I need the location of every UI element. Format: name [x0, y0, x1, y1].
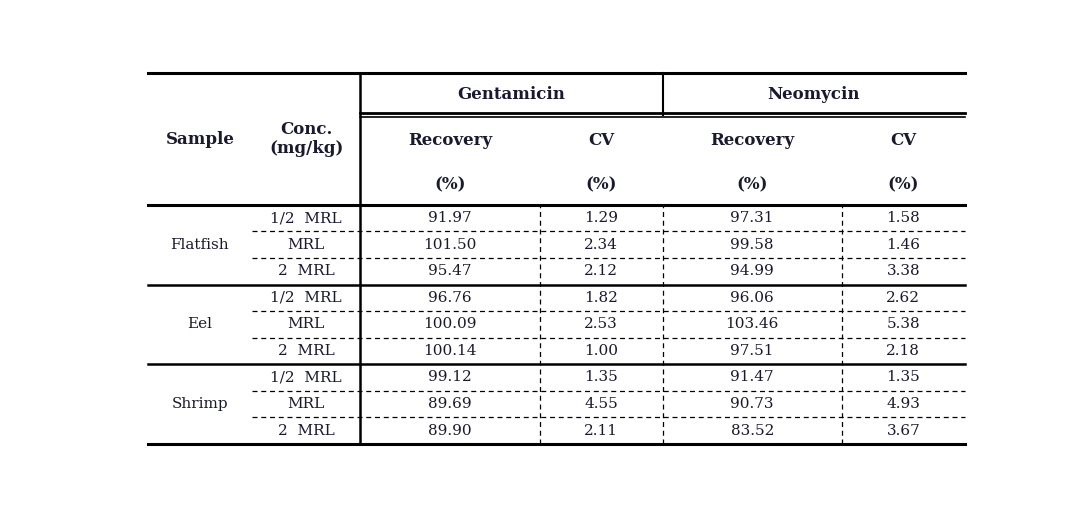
Text: 100.14: 100.14	[423, 344, 477, 358]
Text: 1.00: 1.00	[584, 344, 618, 358]
Text: CV: CV	[890, 132, 916, 149]
Text: 2.12: 2.12	[584, 264, 618, 278]
Text: 3.38: 3.38	[887, 264, 921, 278]
Text: 96.76: 96.76	[428, 291, 472, 305]
Text: 91.47: 91.47	[730, 371, 774, 385]
Text: 1/2  MRL: 1/2 MRL	[271, 291, 342, 305]
Text: 89.90: 89.90	[428, 423, 472, 438]
Text: (%): (%)	[887, 177, 919, 194]
Text: Shrimp: Shrimp	[171, 397, 229, 411]
Text: 4.93: 4.93	[886, 397, 921, 411]
Text: 1.35: 1.35	[886, 371, 921, 385]
Text: 95.47: 95.47	[429, 264, 472, 278]
Text: Sample: Sample	[166, 131, 234, 147]
Text: 1.82: 1.82	[584, 291, 618, 305]
Text: 1.58: 1.58	[886, 211, 921, 225]
Text: CV: CV	[588, 132, 614, 149]
Text: 94.99: 94.99	[730, 264, 774, 278]
Text: 99.12: 99.12	[428, 371, 472, 385]
Text: 2  MRL: 2 MRL	[277, 423, 335, 438]
Text: Flatfish: Flatfish	[171, 238, 230, 252]
Text: (%): (%)	[434, 177, 466, 194]
Text: 101.50: 101.50	[423, 238, 477, 252]
Text: 103.46: 103.46	[726, 317, 779, 331]
Text: 97.31: 97.31	[730, 211, 774, 225]
Text: 90.73: 90.73	[730, 397, 774, 411]
Text: Eel: Eel	[187, 317, 212, 331]
Text: 83.52: 83.52	[731, 423, 774, 438]
Text: 99.58: 99.58	[730, 238, 774, 252]
Text: (%): (%)	[586, 177, 617, 194]
Text: 2.62: 2.62	[886, 291, 921, 305]
Text: Neomycin: Neomycin	[768, 86, 860, 103]
Text: MRL: MRL	[287, 238, 325, 252]
Text: 1.29: 1.29	[584, 211, 618, 225]
Text: 96.06: 96.06	[730, 291, 774, 305]
Text: Gentamicin: Gentamicin	[457, 86, 565, 103]
Text: 2.11: 2.11	[584, 423, 618, 438]
Text: 1.46: 1.46	[886, 238, 921, 252]
Text: Conc.
(mg/kg): Conc. (mg/kg)	[269, 121, 343, 157]
Text: 2  MRL: 2 MRL	[277, 264, 335, 278]
Text: (%): (%)	[736, 177, 768, 194]
Text: Recovery: Recovery	[408, 132, 492, 149]
Text: 5.38: 5.38	[887, 317, 921, 331]
Text: MRL: MRL	[287, 317, 325, 331]
Text: MRL: MRL	[287, 397, 325, 411]
Text: 2.34: 2.34	[584, 238, 618, 252]
Text: 100.09: 100.09	[423, 317, 477, 331]
Text: 89.69: 89.69	[428, 397, 472, 411]
Text: 2.18: 2.18	[886, 344, 921, 358]
Text: 4.55: 4.55	[584, 397, 618, 411]
Text: 97.51: 97.51	[730, 344, 774, 358]
Text: Recovery: Recovery	[710, 132, 794, 149]
Text: 2.53: 2.53	[584, 317, 618, 331]
Text: 1/2  MRL: 1/2 MRL	[271, 211, 342, 225]
Text: 3.67: 3.67	[886, 423, 921, 438]
Text: 91.97: 91.97	[428, 211, 472, 225]
Text: 2  MRL: 2 MRL	[277, 344, 335, 358]
Text: 1/2  MRL: 1/2 MRL	[271, 371, 342, 385]
Text: 1.35: 1.35	[584, 371, 618, 385]
